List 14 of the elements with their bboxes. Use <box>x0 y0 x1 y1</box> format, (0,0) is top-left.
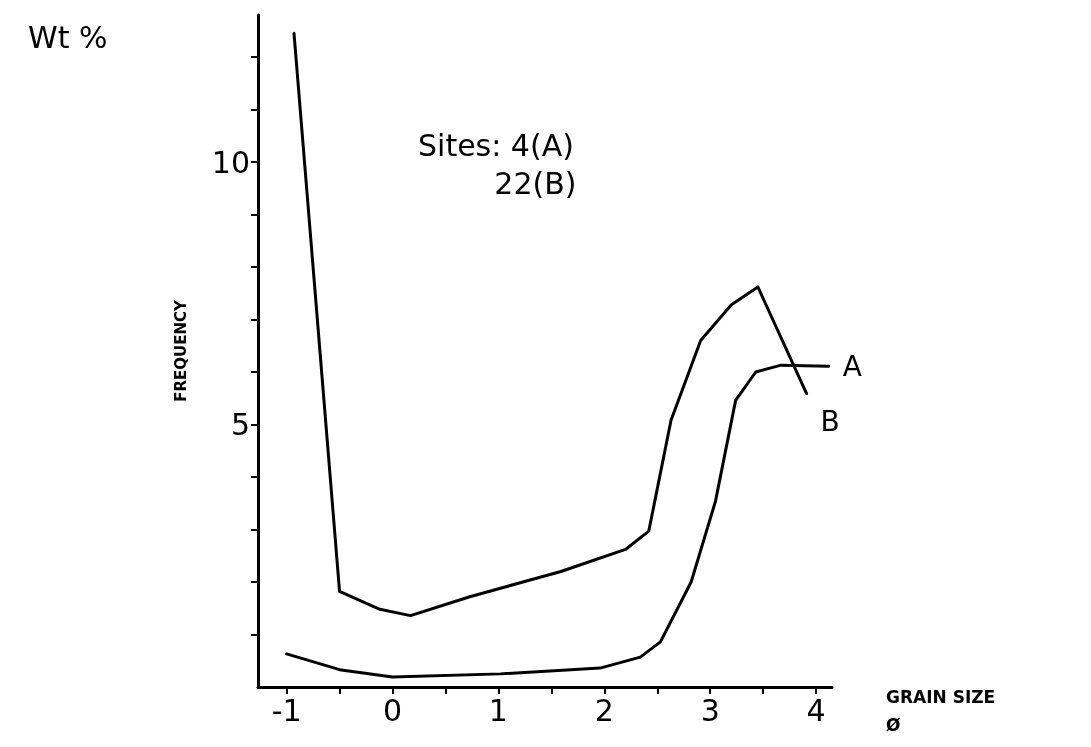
y-tick-label: 10 <box>211 144 250 180</box>
series-label: B <box>820 405 840 439</box>
x-axis-title: GRAIN SIZE Ø <box>886 687 996 735</box>
x-tick-label: 1 <box>488 692 508 728</box>
x-tick-label: 2 <box>594 692 614 728</box>
x-tick-label: 4 <box>806 692 826 728</box>
y-tick-label: 5 <box>230 407 250 442</box>
text: Wt % <box>28 19 108 55</box>
y-axis-title: FREQUENCY <box>171 299 190 402</box>
x-tick-label: 0 <box>382 692 403 728</box>
series-label: A <box>842 349 862 383</box>
x-tick-label: -1 <box>271 692 302 728</box>
x-tick-label: 3 <box>700 692 720 728</box>
annotation: Sites: 4(A) 22(B) <box>418 127 577 201</box>
